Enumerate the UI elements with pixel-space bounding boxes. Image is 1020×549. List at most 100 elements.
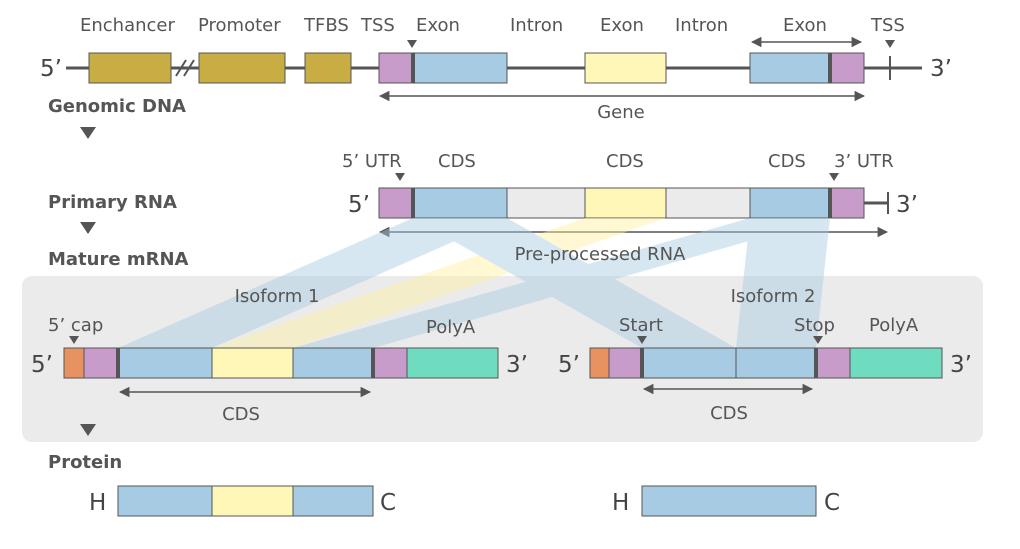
genomic-five-prime-label: 5’ — [40, 56, 62, 82]
utr5-marker — [395, 173, 405, 181]
genomic-break-mark-1 — [175, 59, 187, 77]
isoform1: Isoform 1 5’ cap PolyA 5’ 3’ CDS — [31, 286, 528, 425]
isoform1-utr3-block — [372, 347, 408, 379]
enhancer-label: Enchancer — [80, 15, 175, 36]
tfbs-block — [304, 52, 352, 84]
isoform1-title: Isoform 1 — [235, 286, 320, 307]
isoform1-five-prime-label: 5’ — [31, 352, 53, 378]
primary-start-bar — [411, 188, 415, 218]
stage-genomic-dna: Genomic DNA — [48, 96, 186, 117]
tss-start-label: TSS — [360, 15, 395, 36]
protein2-c-term: C — [824, 490, 840, 516]
isoform2-stop-marker — [813, 336, 823, 344]
protein2-domain — [641, 485, 817, 517]
genomic-dna-row: 5’ 3’ Enchancer Promoter TFBS TSS Exon I… — [40, 15, 952, 139]
primary-utr5-block — [378, 187, 414, 219]
stage-arrow-1 — [80, 127, 96, 139]
ribbon-cds3-to-isoform2 — [736, 218, 830, 348]
genomic-break-mark-2 — [183, 59, 195, 77]
protein1-c-term: C — [380, 490, 396, 516]
ribbon-cds1-to-isoform2 — [413, 218, 736, 348]
primary-cds1-block — [412, 187, 508, 219]
primary-utr3-block — [829, 187, 865, 219]
isoform2-start-label: Start — [619, 315, 663, 336]
isoform2: Isoform 2 Start Stop PolyA 5’ 3’ CDS — [558, 286, 972, 424]
isoform2-title: Isoform 2 — [731, 286, 816, 307]
exon2-label: Exon — [600, 15, 644, 36]
tss-start-marker — [407, 40, 417, 48]
protein1-domain1 — [117, 485, 213, 517]
cds2-label: CDS — [606, 151, 644, 172]
tss-end-marker — [885, 40, 895, 48]
primary-five-prime-label: 5’ — [348, 192, 370, 218]
primary-cds3-block — [749, 187, 831, 219]
isoform1-utr5-block — [83, 347, 119, 379]
genomic-exon2-block — [584, 52, 667, 84]
stage-mature-mrna: Mature mRNA — [48, 249, 189, 270]
ribbon-cds1-to-isoform1 — [118, 218, 507, 348]
isoform2-start-bar — [640, 348, 644, 378]
isoform1-cap-marker — [69, 336, 79, 344]
isoform1-cds-label: CDS — [222, 404, 260, 425]
isoform1-cds3-block — [292, 347, 374, 379]
tfbs-label: TFBS — [303, 15, 349, 36]
primary-stop-bar — [828, 188, 832, 218]
protein-row: Protein H C H C — [48, 452, 840, 517]
primary-rna-row: 5’ UTR CDS CDS CDS 3’ UTR 5’ 3’ Primary … — [48, 151, 918, 270]
splicing-ribbons — [118, 218, 830, 348]
isoform1-cap-block — [63, 347, 85, 379]
isoform2-start-marker — [637, 336, 647, 344]
stage-primary-rna: Primary RNA — [48, 192, 177, 213]
isoform1-cds2-block — [211, 347, 294, 379]
stage-arrow-2 — [80, 222, 96, 234]
utr3-marker — [829, 173, 839, 181]
promoter-label: Promoter — [198, 15, 281, 36]
enhancer-block — [88, 52, 172, 84]
isoform2-polya-block — [849, 347, 943, 379]
primary-three-prime-label: 3’ — [896, 192, 918, 218]
protein1-domain2 — [211, 485, 294, 517]
isoform2-utr3-block — [815, 347, 851, 379]
primary-intron1-block — [506, 187, 586, 219]
isoform1-cds1-block — [117, 347, 213, 379]
isoform2-stop-bar — [814, 348, 818, 378]
isoform1-three-prime-label: 3’ — [506, 352, 528, 378]
intron1-label: Intron — [510, 15, 563, 36]
isoform1-polya-label: PolyA — [426, 317, 476, 338]
isoform2-polya-label: PolyA — [869, 315, 919, 336]
genomic-exon1-block — [412, 52, 508, 84]
protein2-n-term: H — [612, 490, 629, 516]
protein1-n-term: H — [89, 490, 106, 516]
isoform2-three-prime-label: 3’ — [950, 352, 972, 378]
isoform2-cds-label: CDS — [710, 403, 748, 424]
genomic-utr5-block — [378, 52, 414, 84]
cds1-label: CDS — [438, 151, 476, 172]
ribbon-cds2-to-isoform1 — [212, 218, 666, 348]
genomic-utr3-block — [829, 52, 865, 84]
cds3-label: CDS — [768, 151, 806, 172]
tss-end-label: TSS — [870, 15, 905, 36]
isoform2-cds1-block — [641, 347, 737, 379]
isoform1-stop-bar — [371, 348, 375, 378]
exon3-label: Exon — [783, 15, 827, 36]
genomic-start-bar — [411, 53, 415, 83]
pre-processed-label: Pre-processed RNA — [515, 244, 686, 265]
isoform-panel — [22, 276, 983, 442]
genomic-stop-bar — [828, 53, 832, 83]
isoform2-utr5-block — [608, 347, 643, 379]
primary-intron2-block — [665, 187, 751, 219]
genomic-exon3-block — [749, 52, 831, 84]
isoform1-cap-label: 5’ cap — [48, 315, 103, 336]
promoter-block — [198, 52, 286, 84]
isoform1-polya-block — [406, 347, 499, 379]
gene-label: Gene — [597, 102, 645, 123]
stage-arrow-3 — [80, 424, 96, 436]
ribbon-cds3-to-isoform1 — [293, 218, 830, 348]
isoform2-cds3-block — [735, 347, 817, 379]
stage-protein: Protein — [48, 452, 122, 473]
utr5-label: 5’ UTR — [342, 151, 402, 172]
genomic-three-prime-label: 3’ — [930, 56, 952, 82]
utr3-label: 3’ UTR — [834, 151, 894, 172]
primary-cds2-block — [584, 187, 667, 219]
